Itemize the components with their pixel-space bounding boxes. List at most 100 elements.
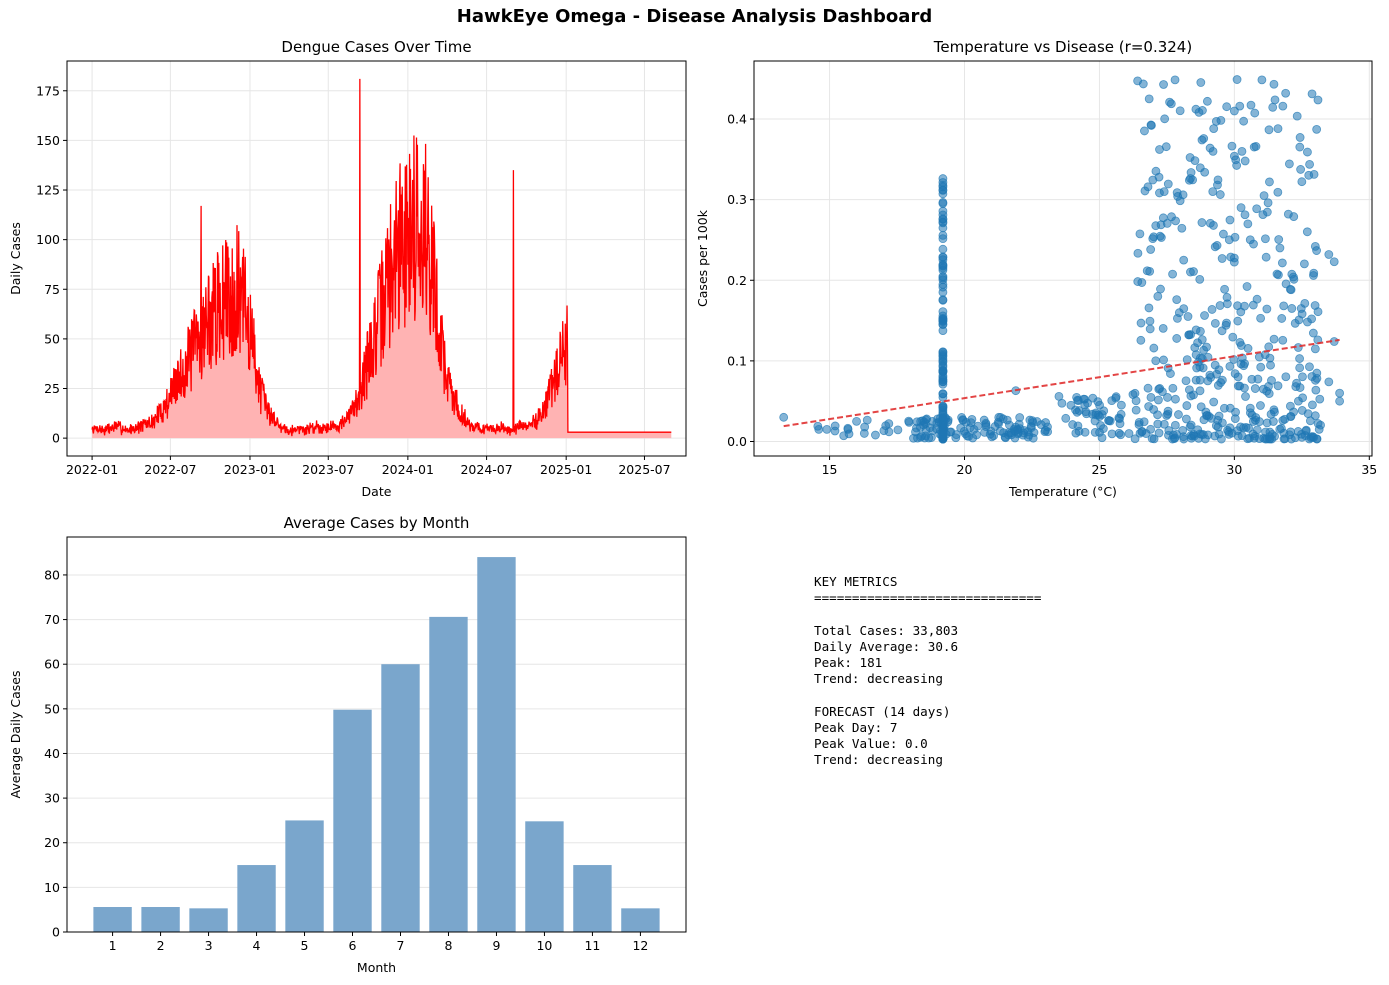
scatter-point [1285,401,1295,411]
scatter-point [1206,372,1216,382]
scatter-point [1144,94,1154,104]
scatter-point [938,244,948,254]
scatter-point [1217,418,1227,428]
scatter-point [1159,80,1168,89]
scatter-point [1222,292,1232,302]
scatter-point [1131,396,1141,406]
scatter-point [1170,75,1180,85]
scatter-point [1289,272,1298,282]
scatter-point [1314,424,1324,434]
scatter-point [1262,207,1272,217]
metric-line: Peak: 181 [814,655,883,671]
monthly-bar-chart: Average Cases by Month Month Average Daily… [8,514,687,975]
scatter-point [932,418,942,428]
scatter-point [1159,187,1169,196]
scatter-point [1183,312,1193,321]
x-tick-label: 2022-07 [144,462,196,477]
scatter-point [1233,381,1243,391]
dashboard-title: HawkEye Omega - Disease Analysis Dashboa… [456,6,933,27]
x-tick-label: 3 [205,938,213,953]
scatter-point [1308,400,1317,410]
scatter-point [1335,396,1345,406]
scatter-point [1252,204,1262,214]
scatter-point [1302,227,1312,237]
scatter-point [1240,210,1250,220]
x-tick-label: 5 [301,938,309,953]
scatter-point [1012,425,1022,435]
scatter-point [1186,420,1196,430]
scatter-point [1162,411,1171,420]
scatter-point [1115,414,1124,424]
x-tick-label: 2023-07 [302,462,354,477]
scatter-point [1257,75,1267,85]
y-tick-label: 50 [44,701,60,716]
scatter-point [1236,341,1246,350]
scatter-point [1184,330,1194,340]
month-bar [621,908,660,932]
scatter-point [1227,428,1237,438]
scatter-point [1170,420,1180,430]
scatter-point [1264,342,1274,352]
scatter-point [1143,383,1153,393]
scatter-point [1270,95,1280,105]
timeseries-chart: Dengue Cases Over Time Date Daily Cases 202… [8,38,687,499]
scatter-point [830,426,840,436]
scatter-point [1153,419,1163,429]
scatter-point [1181,414,1191,424]
scatter-point [1208,187,1218,196]
scatter-point [1240,156,1250,166]
x-tick-label: 2 [157,938,165,953]
scatter-point [1300,431,1310,440]
scatter-point [1324,250,1334,259]
scatter-point [1312,124,1322,134]
scatter-point [1198,363,1208,373]
scatter-point [938,320,948,329]
scatter-point [958,415,968,425]
scatter-point [1265,427,1275,437]
scatter-point [1095,400,1104,410]
scatter-point [1167,212,1176,222]
x-axis-label: Temperature (°C) [1008,484,1117,499]
scatter-point [1202,411,1211,421]
month-bar [285,820,324,932]
scatter-point [1061,413,1071,423]
scatter-point [1236,359,1246,369]
scatter-point [938,377,948,387]
scatter-point [938,282,948,292]
y-tick-label: 60 [44,657,60,672]
scatter-point [1154,395,1163,405]
scatter-point [1149,343,1159,353]
scatter-point [1054,391,1064,401]
month-bar [477,557,516,932]
scatter-point [1163,179,1173,189]
scatter-point [1015,413,1025,422]
scatter-point [1202,96,1212,106]
scatter-point [1148,175,1158,185]
y-tick-label: 80 [44,567,60,582]
scatter-point [1172,334,1182,343]
scatter-point [1209,221,1218,230]
scatter-point [1229,253,1239,263]
scatter-point [871,430,880,440]
scatter-point [1155,384,1165,393]
chart-title: Dengue Cases Over Time [281,38,471,56]
scatter-point [1242,282,1252,291]
scatter-point [1219,229,1228,239]
x-tick-label: 10 [536,938,552,953]
scatter-point [1315,394,1325,404]
x-tick-label: 11 [584,938,600,953]
y-tick-label: 75 [44,282,60,297]
scatter-point [1237,146,1247,156]
key-metrics-panel: KEY METRICS ============================… [814,574,1041,768]
scatter-point [1277,314,1287,323]
x-axis-label: Date [362,484,392,499]
scatter-point [1168,383,1178,393]
y-tick-label: 30 [44,791,60,806]
y-tick-label: 0 [52,431,60,446]
scatter-point [1273,124,1283,134]
y-tick-label: 0.1 [727,353,747,368]
month-bar [573,865,612,932]
scatter-point [1233,372,1243,382]
y-tick-label: 175 [36,83,60,98]
scatter-point [1329,257,1339,267]
